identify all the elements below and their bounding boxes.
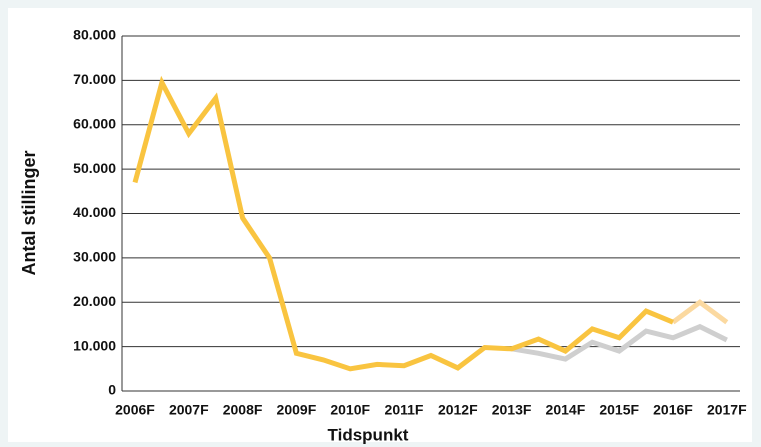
y-tick-label: 70.000 — [73, 71, 116, 87]
y-tick-label: 20.000 — [73, 293, 116, 309]
data-line — [132, 75, 674, 372]
x-tick-label: 2007F — [169, 402, 209, 418]
y-tick-label: 30.000 — [73, 249, 116, 265]
data-line — [671, 299, 729, 325]
x-axis-label: Tidspunkt — [328, 425, 409, 444]
x-tick-label: 2006F — [115, 402, 155, 418]
x-tick-label: 2013F — [492, 402, 532, 418]
y-tick-label: 0 — [108, 382, 116, 398]
x-tick-label: 2010F — [330, 402, 370, 418]
x-tick-label: 2012F — [438, 402, 478, 418]
y-tick-label: 80.000 — [73, 27, 116, 43]
y-axis-label: Antal stillinger — [19, 150, 39, 275]
y-tick-label: 50.000 — [73, 160, 116, 176]
x-tick-label: 2011F — [385, 402, 424, 418]
x-tick-label: 2008F — [223, 402, 263, 418]
x-tick-label: 2015F — [599, 402, 639, 418]
y-tick-label: 60.000 — [73, 115, 116, 131]
x-tick-label: 2016F — [653, 402, 693, 418]
x-tick-label: 2017F — [707, 402, 747, 418]
chart-panel — [8, 8, 752, 442]
y-tick-label: 40.000 — [73, 204, 116, 220]
x-tick-label: 2009F — [277, 402, 317, 418]
data-line — [511, 323, 728, 362]
y-tick-label: 10.000 — [73, 337, 116, 353]
x-tick-label: 2014F — [546, 402, 586, 418]
